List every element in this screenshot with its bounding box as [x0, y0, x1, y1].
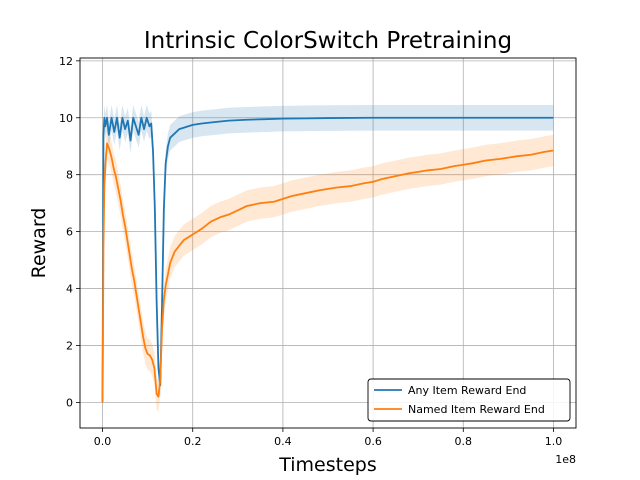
y-axis-ticks: 0 2 4 6 8 10 12 [59, 55, 80, 409]
y-tick-label: 0 [66, 396, 73, 409]
x-axis-multiplier: 1e8 [555, 453, 576, 466]
x-tick-label: 0.8 [455, 435, 473, 448]
y-axis-label: Reward [28, 208, 50, 279]
legend-label-any-item: Any Item Reward End [408, 384, 526, 397]
series-line-0 [101, 116, 554, 403]
x-tick-label: 1.0 [545, 435, 563, 448]
y-tick-label: 10 [59, 112, 73, 125]
y-tick-label: 8 [66, 169, 73, 182]
x-tick-label: 0.0 [94, 435, 112, 448]
chart-title: Intrinsic ColorSwitch Pretraining [144, 28, 512, 54]
x-tick-label: 0.4 [274, 435, 292, 448]
x-tick-label: 0.2 [184, 435, 202, 448]
legend-label-named-item: Named Item Reward End [408, 403, 545, 416]
y-tick-label: 6 [66, 226, 73, 239]
x-axis-label: Timesteps [278, 454, 377, 476]
x-tick-label: 0.6 [364, 435, 382, 448]
y-tick-label: 12 [59, 55, 73, 68]
y-tick-label: 4 [66, 283, 73, 296]
series-line-1 [101, 142, 554, 403]
series-lines [101, 116, 554, 403]
series-band-1 [102, 127, 554, 419]
plot-frame [79, 57, 577, 429]
grid-lines [80, 58, 576, 428]
y-tick-label: 2 [66, 339, 73, 352]
x-axis-ticks: 0.0 0.2 0.4 0.6 0.8 1.0 [94, 428, 562, 448]
legend: Any Item Reward End Named Item Reward En… [367, 378, 571, 422]
legend-box [367, 378, 571, 422]
